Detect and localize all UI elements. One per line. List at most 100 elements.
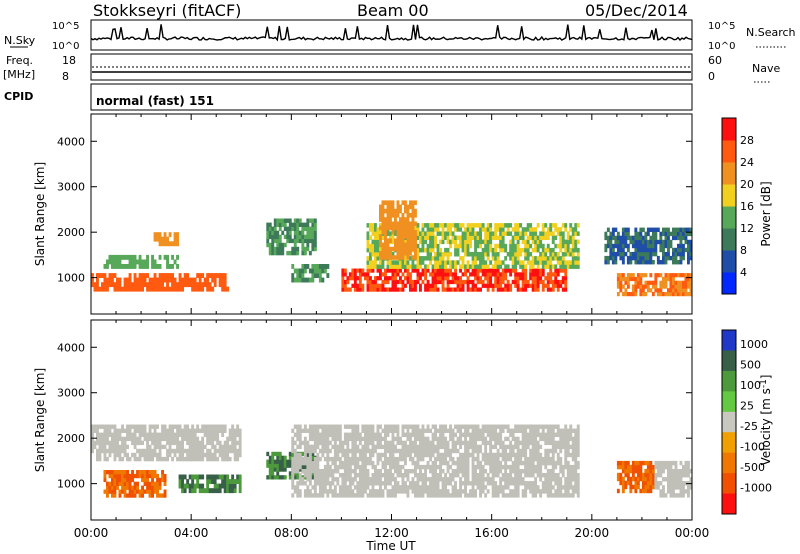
heatmap-cell: [519, 469, 523, 474]
heatmap-cell: [544, 223, 548, 228]
heatmap-cell: [404, 264, 407, 269]
heatmap-cell: [561, 464, 565, 470]
heatmap-cell: [338, 440, 342, 446]
heatmap-cell: [133, 428, 137, 433]
heatmap-cell: [406, 255, 410, 260]
heatmap-cell: [121, 436, 124, 442]
heatmap-cell: [133, 264, 137, 269]
heatmap-cell: [444, 235, 447, 240]
heatmap-cell: [381, 428, 385, 433]
heatmap-cell: [108, 424, 112, 429]
heatmap-cell: [386, 473, 390, 478]
heatmap-cell: [223, 456, 227, 462]
heatmap-cell: [371, 436, 375, 442]
heatmap-cell: [669, 255, 673, 261]
heatmap-cell: [534, 239, 538, 245]
heatmap-cell: [491, 235, 495, 240]
heatmap-cell: [356, 436, 360, 442]
heatmap-cell: [391, 252, 395, 257]
heatmap-cell: [439, 223, 442, 228]
colorbar-tick-label: 25: [740, 400, 754, 413]
heatmap-cell: [181, 436, 184, 442]
heatmap-cell: [446, 477, 450, 482]
heatmap-cell: [98, 448, 102, 454]
heatmap-cell: [401, 238, 405, 243]
heatmap-cell: [524, 272, 528, 277]
heatmap-cell: [146, 485, 149, 490]
heatmap-cell: [128, 473, 132, 479]
heatmap-cell: [496, 452, 500, 458]
heatmap-cell: [166, 432, 169, 437]
heatmap-cell: [561, 243, 565, 249]
heatmap-cell: [311, 268, 315, 274]
heatmap-cell: [641, 227, 645, 232]
heatmap-cell: [366, 485, 370, 490]
heatmap-cell: [364, 464, 367, 470]
heatmap-cell: [434, 424, 437, 429]
heatmap-cell: [111, 259, 114, 265]
heatmap-cell: [374, 436, 377, 442]
heatmap-cell: [667, 247, 670, 253]
heatmap-cell: [321, 268, 325, 274]
heatmap-cell: [631, 276, 635, 282]
heatmap-cell: [141, 273, 144, 278]
colorbar-tick-label: -100: [740, 440, 765, 453]
heatmap-cell: [131, 470, 134, 475]
heatmap-cell: [531, 279, 535, 285]
heatmap-cell: [399, 469, 402, 474]
heatmap-cell: [178, 424, 182, 429]
heatmap-cell: [481, 477, 485, 482]
heatmap-cell: [381, 460, 385, 466]
heatmap-cell: [471, 456, 475, 462]
heatmap-cell: [564, 452, 568, 458]
heatmap-cell: [406, 264, 410, 269]
heatmap-cell: [318, 489, 322, 494]
heatmap-cell: [554, 252, 558, 257]
heatmap-cell: [679, 247, 683, 253]
heatmap-cell: [348, 436, 352, 442]
heatmap-cell: [616, 239, 620, 245]
heatmap-cell: [659, 260, 663, 265]
heatmap-cell: [296, 493, 300, 498]
heatmap-cell: [619, 476, 623, 482]
heatmap-cell: [519, 235, 523, 240]
heatmap-cell: [516, 460, 520, 466]
heatmap-cell: [268, 234, 272, 240]
heatmap-cell: [203, 488, 207, 494]
heatmap-cell: [491, 247, 495, 253]
heatmap-cell: [534, 440, 538, 446]
heatmap-cell: [233, 456, 237, 462]
heatmap-cell: [469, 243, 472, 249]
y-tick-label: 2000: [57, 226, 85, 239]
heatmap-cell: [141, 452, 144, 458]
heatmap-cell: [141, 286, 144, 292]
heatmap-cell: [549, 469, 553, 474]
heatmap-cell: [306, 222, 310, 227]
heatmap-cell: [646, 255, 650, 261]
heatmap-cell: [313, 268, 317, 274]
heatmap-cell: [396, 287, 400, 292]
heatmap-cell: [639, 243, 643, 249]
heatmap-cell: [556, 493, 560, 498]
heatmap-cell: [491, 424, 495, 429]
heatmap-cell: [531, 493, 535, 498]
heatmap-cell: [526, 432, 530, 437]
heatmap-cell: [541, 256, 545, 261]
heatmap-cell: [659, 284, 663, 289]
date-label: 05/Dec/2014: [585, 1, 688, 20]
heatmap-cell: [506, 231, 510, 236]
heatmap-cell: [178, 479, 182, 484]
heatmap-cell: [216, 483, 220, 489]
heatmap-cell: [198, 452, 202, 458]
heatmap-cell: [356, 287, 360, 292]
heatmap-cell: [384, 234, 387, 239]
heatmap-cell: [361, 452, 365, 458]
heatmap-cell: [371, 264, 375, 269]
heatmap-cell: [333, 452, 337, 458]
heatmap-cell: [231, 474, 235, 480]
heatmap-cell: [341, 283, 345, 288]
heatmap-cell: [316, 477, 320, 482]
heatmap-cell: [161, 273, 164, 278]
heatmap-cell: [409, 246, 412, 252]
heatmap-cell: [376, 424, 380, 429]
